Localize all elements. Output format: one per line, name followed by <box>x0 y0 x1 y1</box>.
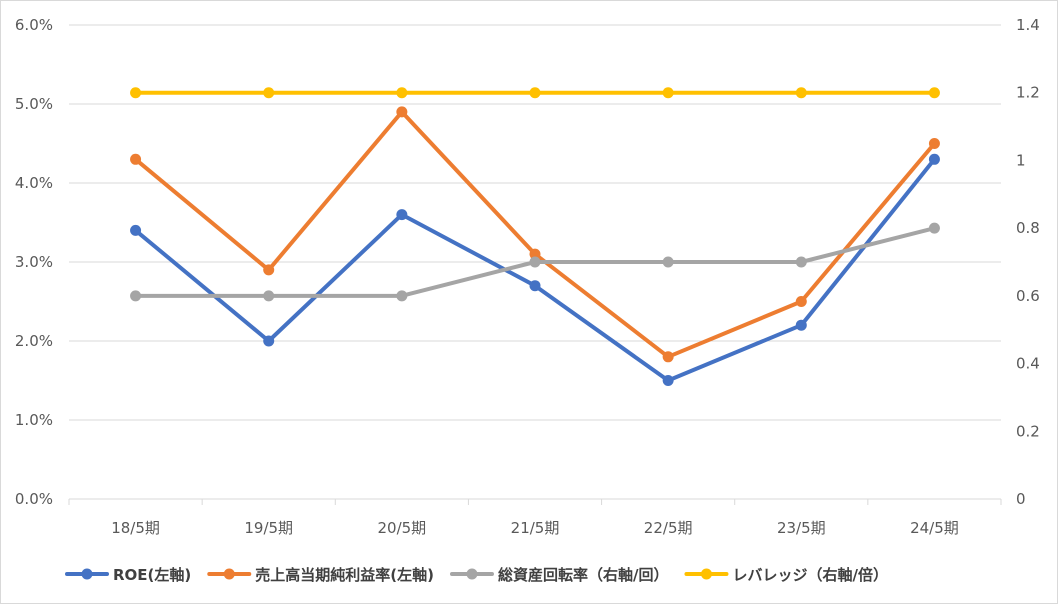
y-left-tick-label: 3.0% <box>15 253 53 271</box>
data-point <box>396 209 408 221</box>
x-tick-label: 23/5期 <box>777 519 826 537</box>
data-point <box>795 319 807 331</box>
data-point <box>263 87 275 99</box>
data-point <box>263 335 275 347</box>
gridlines <box>69 24 1001 500</box>
data-point <box>529 280 541 292</box>
data-point <box>529 87 541 99</box>
data-point <box>662 375 674 386</box>
legend-marker <box>223 568 235 580</box>
data-point <box>928 138 940 149</box>
y-left-tick-label: 5.0% <box>15 95 53 113</box>
legend-marker <box>81 568 93 580</box>
x-tick-label: 21/5期 <box>511 519 560 537</box>
data-point <box>130 290 142 302</box>
series-group <box>130 87 940 386</box>
data-point <box>795 256 807 268</box>
y-left-tick-label: 1.0% <box>15 411 53 429</box>
legend-label: ROE(左軸) <box>113 566 191 584</box>
data-point <box>263 290 275 302</box>
data-point <box>130 224 142 236</box>
x-tick-label: 20/5期 <box>378 519 427 537</box>
legend-label: 売上高当期純利益率(左軸) <box>255 566 434 584</box>
y-right-tick-label: 0 <box>1016 490 1026 508</box>
legend-label: レバレッジ（右軸/倍） <box>732 566 887 584</box>
y-right-tick-label: 1.4 <box>1016 16 1040 34</box>
right-axis-ticks: 0 0.2 0.4 0.6 0.8 1 1.2 1.4 <box>1016 16 1040 508</box>
y-left-tick-label: 0.0% <box>15 490 53 508</box>
data-point <box>662 87 674 99</box>
data-point <box>928 222 940 234</box>
legend-marker <box>466 568 478 580</box>
data-point <box>795 87 807 99</box>
data-point <box>263 264 275 276</box>
y-left-tick-label: 4.0% <box>15 174 53 192</box>
data-point <box>396 87 408 99</box>
y-right-tick-label: 0.4 <box>1016 355 1040 373</box>
data-point <box>529 248 541 260</box>
data-point <box>928 87 940 99</box>
data-point <box>795 296 807 307</box>
y-right-tick-label: 0.2 <box>1016 422 1040 440</box>
y-right-tick-label: 0.6 <box>1016 287 1040 305</box>
x-axis-ticks: 18/5期 19/5期 20/5期 21/5期 22/5期 23/5期 24/5期 <box>68 499 1002 537</box>
data-point <box>662 351 674 363</box>
data-point <box>130 153 142 165</box>
y-left-tick-label: 2.0% <box>15 332 53 350</box>
data-point <box>130 87 142 99</box>
data-point <box>662 256 674 268</box>
series-line <box>133 157 937 383</box>
legend-label: 総資産回転率（右軸/回） <box>498 566 668 584</box>
legend: ROE(左軸) 売上高当期純利益率(左軸) 総資産回転率（右軸/回） レバレッジ（右軸… <box>65 566 888 584</box>
x-tick-label: 18/5期 <box>111 519 160 537</box>
data-point <box>928 153 940 165</box>
data-point <box>396 106 408 118</box>
data-point <box>396 290 408 302</box>
y-right-tick-label: 1.2 <box>1016 84 1040 102</box>
x-tick-label: 24/5期 <box>910 519 959 537</box>
legend-marker <box>700 568 712 580</box>
y-left-tick-label: 6.0% <box>15 16 53 34</box>
x-tick-label: 19/5期 <box>244 519 293 537</box>
left-axis-ticks: 0.0% 1.0% 2.0% 3.0% 4.0% 5.0% 6.0% <box>15 16 53 508</box>
series-line <box>133 109 937 359</box>
y-right-tick-label: 0.8 <box>1016 219 1040 237</box>
x-tick-label: 22/5期 <box>644 519 693 537</box>
data-point <box>529 256 541 268</box>
y-right-tick-label: 1 <box>1016 151 1026 169</box>
